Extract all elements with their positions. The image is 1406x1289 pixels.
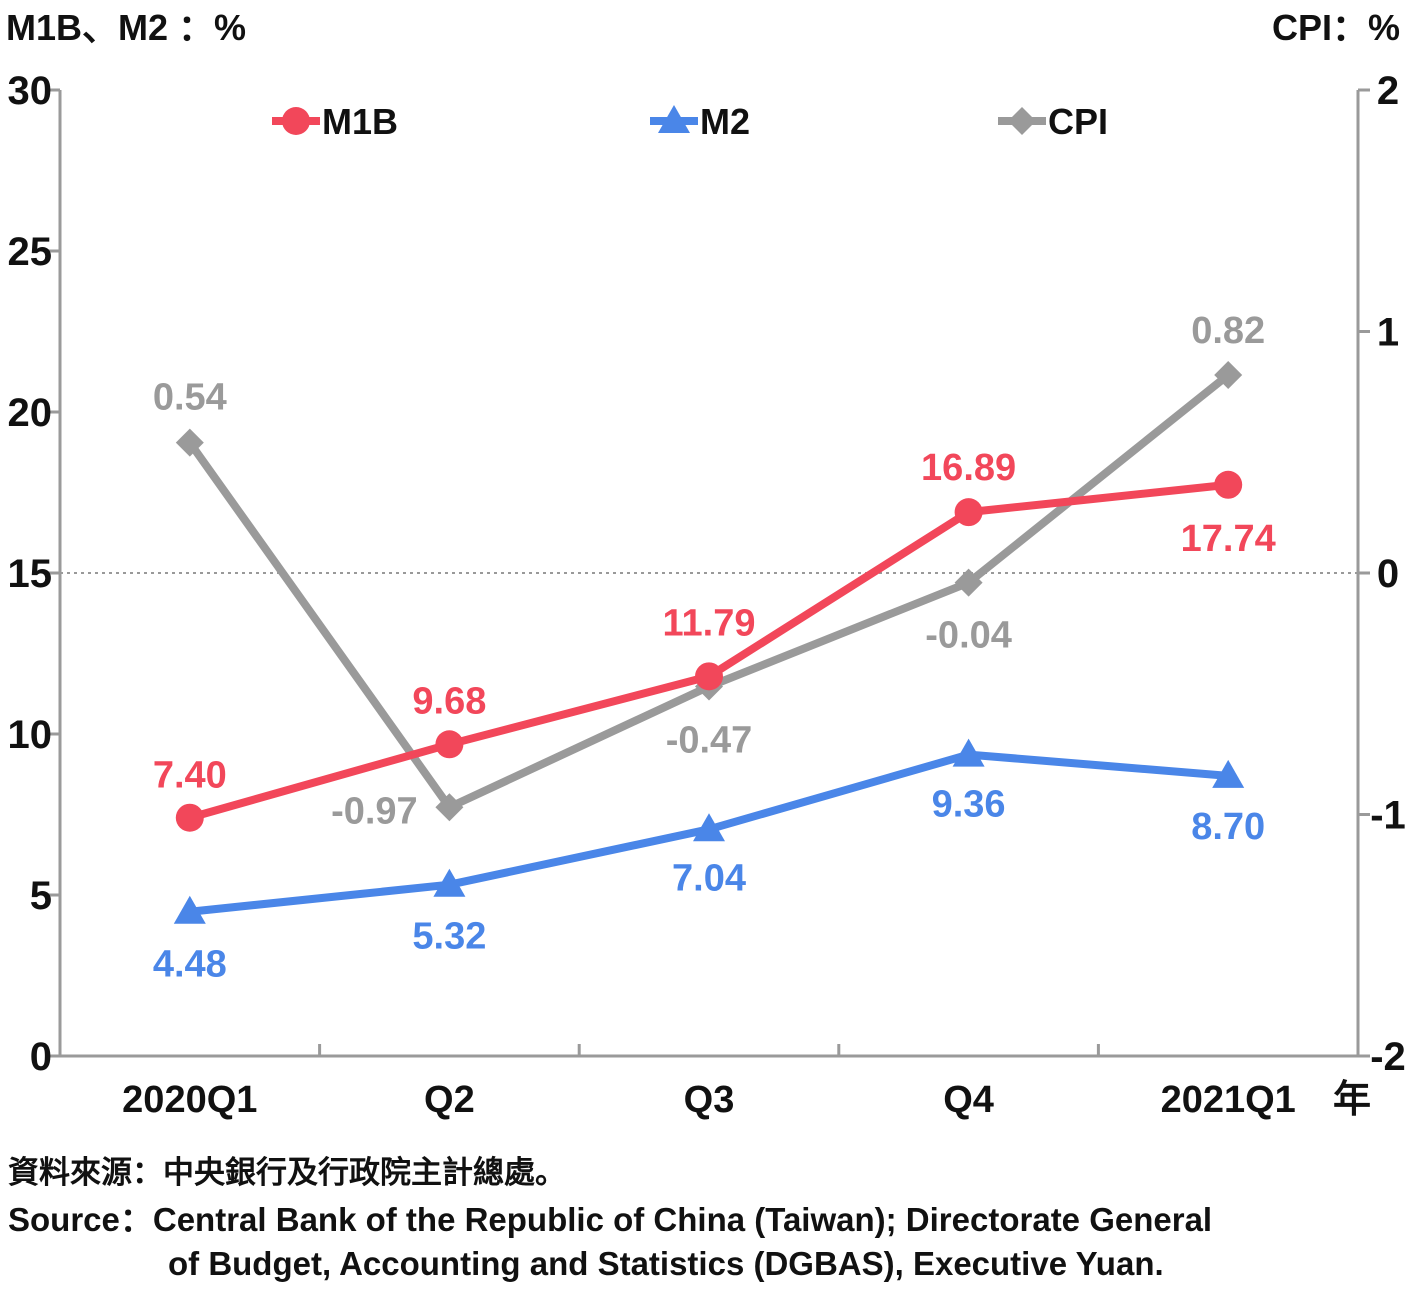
right-tick-label: 1 [1377, 311, 1399, 355]
legend-label: M1B [322, 101, 398, 142]
x-category-label: Q2 [424, 1079, 475, 1121]
data-point [1214, 470, 1243, 499]
right-tick-label: -2 [1370, 1035, 1406, 1079]
data-label: -0.47 [666, 720, 753, 762]
left-axis-title: M1B、M2 ：% [6, 7, 246, 48]
data-label: 7.40 [153, 755, 227, 797]
left-tick-label: 10 [8, 713, 53, 757]
plot-area: 0 5 10 15 20 25 30 -2 -1 0 1 2 2020Q1 Q2 Q3 Q4 2021Q1 年 [8, 69, 1406, 1121]
data-label: -0.97 [331, 790, 418, 832]
right-tick-label: 2 [1377, 69, 1399, 113]
data-point [173, 895, 206, 924]
source-note-chinese: 資料來源：中央銀行及行政院主計總處。 [8, 1155, 566, 1191]
data-label: 17.74 [1181, 518, 1276, 560]
data-point [282, 107, 310, 135]
data-label: 7.04 [672, 857, 746, 899]
source-line-1: Source：Central Bank of the Republic of C… [8, 1201, 1213, 1238]
x-category-label: Q3 [684, 1079, 735, 1121]
left-tick-label: 30 [8, 69, 53, 113]
data-point [954, 568, 983, 597]
series-layer: 0.54 -0.97 -0.47 -0.04 0.82 4.48 5.32 7.04 9.36 8… [153, 310, 1276, 986]
data-point [1008, 107, 1036, 135]
right-tick-label: 0 [1377, 552, 1399, 596]
data-point [693, 813, 725, 842]
source-line-2: of Budget, Accounting and Statistics (DG… [168, 1245, 1164, 1282]
left-tick-label: 15 [8, 552, 53, 596]
data-label: 0.54 [153, 377, 227, 419]
data-label: 0.82 [1191, 310, 1265, 352]
data-label: 4.48 [153, 944, 227, 986]
series-line [188, 480, 1229, 822]
line-chart: M1B、M2 ：% CPI：% 0 5 10 15 20 25 30 -2 -1 0 1 2 2020Q… [6, 7, 1406, 1121]
data-point [175, 803, 204, 832]
left-tick-label: 20 [8, 391, 53, 435]
data-point [433, 868, 466, 897]
data-label: 9.36 [932, 784, 1006, 826]
legend: M1B M2 CPI [272, 101, 1108, 142]
x-unit-label: 年 [1333, 1079, 1371, 1121]
data-point [695, 662, 723, 691]
data-label: 16.89 [921, 447, 1016, 489]
legend-item-cpi: CPI [998, 101, 1108, 142]
left-tick-label: 5 [30, 874, 52, 918]
data-label: -0.04 [925, 615, 1012, 657]
x-category-label: 2021Q1 [1161, 1079, 1296, 1121]
left-tick-label: 0 [30, 1035, 52, 1079]
source-note-english: Source：Central Bank of the Republic of C… [8, 1198, 1212, 1286]
series-m1b: 7.40 9.68 11.79 16.89 17.74 [153, 447, 1276, 832]
data-label: 5.32 [412, 916, 486, 958]
legend-label: M2 [700, 101, 750, 142]
legend-item-m2: M2 [650, 101, 750, 142]
legend-label: CPI [1048, 101, 1108, 142]
data-point [435, 730, 464, 759]
data-point [954, 498, 983, 527]
x-category-label: Q4 [943, 1079, 994, 1121]
data-point [1212, 759, 1245, 788]
right-axis-title: CPI：% [1272, 7, 1400, 48]
data-point [658, 105, 690, 133]
series-cpi: 0.54 -0.97 -0.47 -0.04 0.82 [153, 310, 1265, 832]
data-label: 11.79 [663, 602, 756, 644]
series-m2: 4.48 5.32 7.04 9.36 8.70 [153, 738, 1265, 986]
data-point [1214, 360, 1243, 389]
data-point [435, 793, 464, 822]
legend-item-m1b: M1B [272, 101, 398, 142]
data-point [952, 738, 985, 767]
right-tick-label: -1 [1370, 794, 1406, 838]
data-label: 9.68 [412, 680, 486, 722]
data-point [175, 428, 204, 457]
data-label: 8.70 [1191, 806, 1265, 848]
left-tick-label: 25 [8, 230, 53, 274]
x-category-label: 2020Q1 [122, 1079, 257, 1121]
